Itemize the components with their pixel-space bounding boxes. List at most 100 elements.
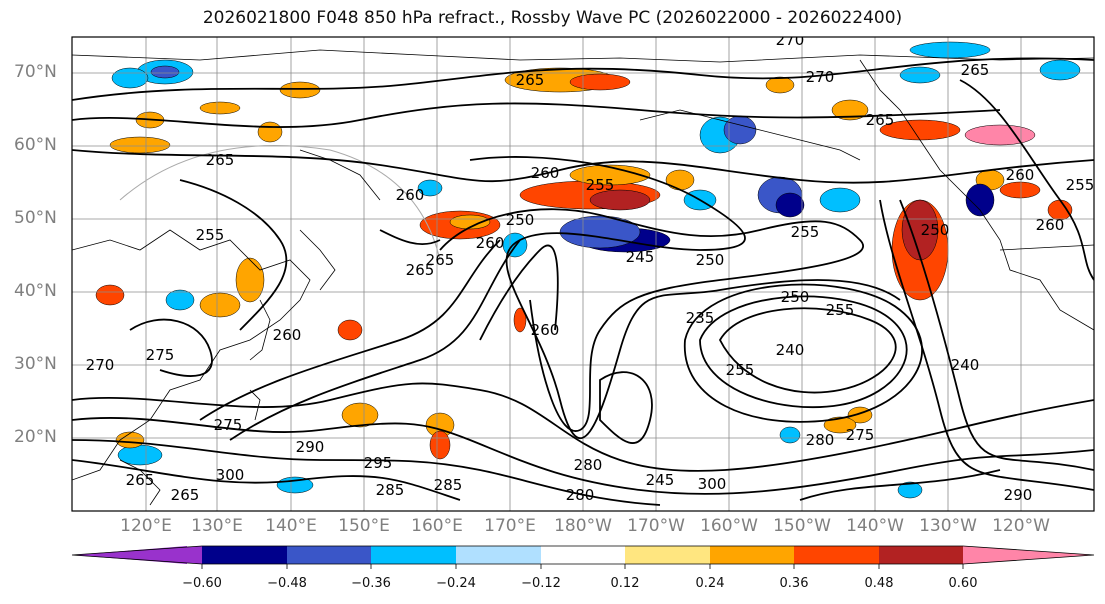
- shaded-blob: [819, 187, 861, 213]
- contour-label: 235: [686, 309, 715, 327]
- contour-label: 255: [586, 176, 615, 194]
- shaded-blob: [999, 181, 1041, 199]
- contour-label: 265: [171, 486, 200, 504]
- lat-label: 40°N: [14, 281, 57, 301]
- colorbar-min-extend: [72, 546, 202, 564]
- shaded-blob: [150, 65, 180, 79]
- contour-label: 240: [951, 356, 980, 374]
- contour-line: [72, 417, 1094, 495]
- contour-line: [439, 208, 864, 432]
- colorbar-segment: [202, 546, 287, 564]
- shaded-blob: [279, 81, 321, 99]
- lat-label: 20°N: [14, 427, 57, 447]
- shaded-blob: [165, 289, 195, 311]
- contour-line: [718, 307, 897, 394]
- shaded-blob: [337, 319, 363, 341]
- contour-line: [72, 149, 1094, 184]
- contour-line: [479, 244, 559, 341]
- contour-label: 250: [696, 251, 725, 269]
- contour-label: 275: [846, 426, 875, 444]
- colorbar-segment: [625, 546, 710, 564]
- contour-label: 260: [396, 186, 425, 204]
- lon-label: 160°W: [700, 516, 758, 536]
- map-title: 2026021800 F048 850 hPa refract., Rossby…: [202, 8, 903, 28]
- lat-label: 70°N: [14, 62, 57, 82]
- shaded-blob: [897, 481, 923, 499]
- map-frame: [71, 36, 1095, 512]
- shaded-blob: [965, 183, 995, 217]
- shaded-blob: [1039, 59, 1081, 81]
- lon-label: 170°W: [627, 516, 685, 536]
- colorbar-tick-label: 0.12: [610, 576, 640, 591]
- contour-line: [684, 283, 923, 423]
- contour-label: 285: [434, 476, 463, 494]
- shaded-blob: [115, 431, 145, 449]
- shaded-blob: [429, 430, 451, 460]
- shaded-blob: [964, 124, 1036, 146]
- lat-label: 60°N: [14, 135, 57, 155]
- lat-label: 50°N: [14, 208, 57, 228]
- shaded-blob: [502, 232, 528, 258]
- contour-label: 300: [698, 475, 727, 493]
- coastline-segment: [299, 229, 336, 291]
- coastline-segment: [249, 389, 261, 421]
- contour-label: 240: [776, 341, 805, 359]
- contour-label: 255: [791, 223, 820, 241]
- contour-line: [599, 371, 653, 444]
- contour-line: [699, 295, 908, 409]
- contour-label: 280: [806, 431, 835, 449]
- shaded-blob: [899, 66, 941, 84]
- lat-label: 30°N: [14, 354, 57, 374]
- contour-label: 265: [406, 261, 435, 279]
- contour-line: [879, 199, 1094, 491]
- contour-line: [72, 459, 461, 501]
- contour-label: 260: [273, 326, 302, 344]
- colorbar: [71, 545, 1095, 569]
- lon-label: 180°W: [554, 516, 612, 536]
- shaded-blob: [341, 402, 379, 428]
- contour-label: 290: [296, 438, 325, 456]
- contour-line: [72, 382, 1094, 472]
- shaded-blob: [449, 214, 491, 230]
- shaded-blob: [109, 136, 171, 154]
- coastline-segment: [72, 49, 1094, 63]
- contour-label: 260: [531, 164, 560, 182]
- contour-label: 280: [574, 456, 603, 474]
- contour-label: 280: [566, 486, 595, 504]
- colorbar-tick-label: 0.24: [695, 576, 725, 591]
- shaded-blob: [589, 189, 651, 211]
- coastline-segment: [639, 109, 861, 161]
- colorbar-segment: [287, 546, 371, 564]
- contour-label: 265: [516, 71, 545, 89]
- contour-line: [72, 439, 661, 506]
- colorbar-tick-label: 0.48: [864, 576, 894, 591]
- contour-label: 260: [1006, 166, 1035, 184]
- contour-label: 250: [921, 221, 950, 239]
- contour-line: [469, 156, 901, 440]
- arc-line: [119, 145, 441, 261]
- lon-label: 120°E: [120, 516, 172, 536]
- contour-line: [179, 179, 288, 331]
- shaded-blob: [775, 192, 805, 218]
- colorbar-max-extend: [963, 546, 1094, 564]
- contour-lines: [72, 57, 1094, 506]
- shaded-blob: [901, 199, 939, 261]
- contour-label: 295: [364, 454, 393, 472]
- colorbar-tick-label: −0.12: [521, 576, 561, 591]
- shaded-blob: [257, 121, 283, 143]
- coastline-segment: [859, 59, 1094, 331]
- contour-line: [379, 229, 441, 245]
- lon-label: 120°W: [992, 516, 1050, 536]
- coastline-segment: [999, 244, 1094, 251]
- shaded-blob: [199, 292, 241, 318]
- colorbar-segment: [879, 546, 963, 564]
- contour-label: 270: [806, 68, 835, 86]
- shaded-blob: [909, 41, 991, 59]
- contour-line: [129, 318, 213, 377]
- shaded-blob: [665, 169, 695, 191]
- contour-label: 270: [86, 356, 115, 374]
- shaded-blob: [235, 257, 265, 303]
- contour-label: 250: [781, 288, 810, 306]
